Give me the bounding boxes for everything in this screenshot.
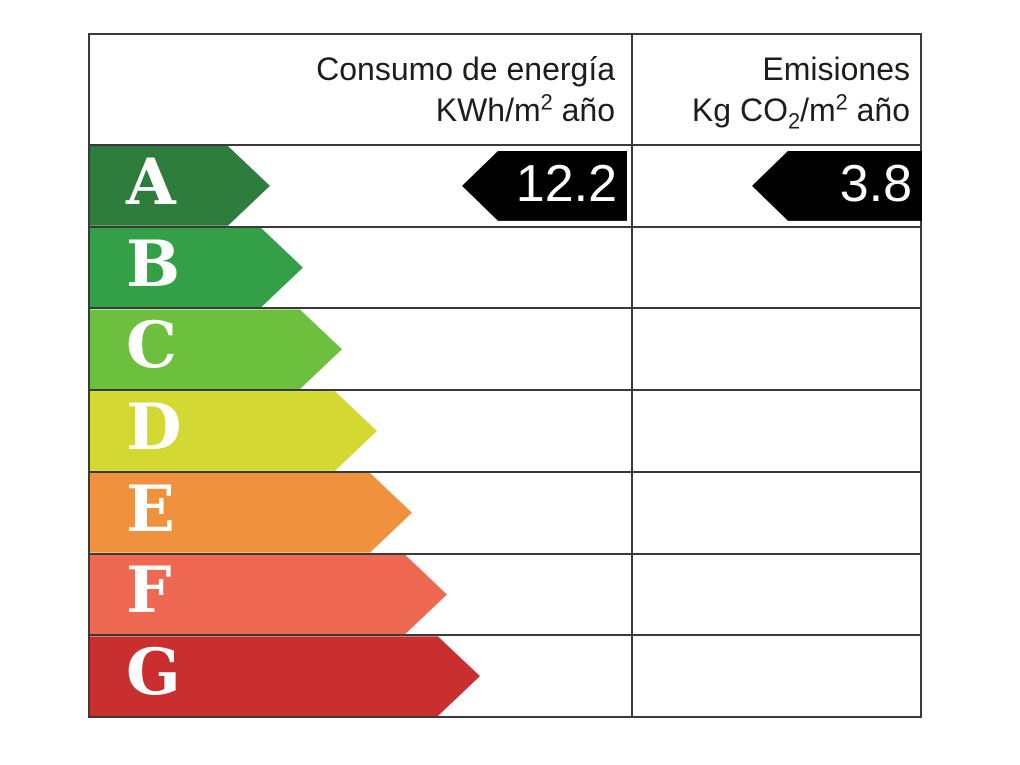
consumption-title: Consumo de energía	[316, 50, 615, 87]
rating-letter: E	[126, 471, 175, 547]
emissions-value: 3.8	[839, 154, 912, 213]
emissions-title: Emisiones	[762, 50, 910, 87]
emissions-cell	[633, 473, 920, 553]
consumption-value: 12.2	[515, 154, 617, 213]
rating-table: Consumo de energía KWh/m2 año Emisiones …	[88, 33, 922, 718]
emissions-value-arrow: 3.8	[752, 150, 922, 221]
emissions-cell	[633, 309, 920, 389]
rating-letter: D	[126, 390, 182, 466]
rating-letter: G	[126, 635, 181, 711]
rating-letter: B	[126, 226, 181, 302]
consumption-cell: G	[90, 636, 633, 717]
consumption-unit: KWh/m2 año	[435, 88, 615, 128]
consumption-cell: E	[90, 472, 633, 553]
rating-letter: F	[126, 553, 172, 629]
emissions-header: Emisiones Kg CO2/m2 año	[633, 35, 920, 144]
rating-row: F	[90, 554, 920, 637]
rating-band-arrow: A	[90, 146, 270, 226]
rating-row: B	[90, 227, 920, 310]
emissions-cell	[633, 391, 920, 471]
rating-row: A 12.2 3.8	[90, 146, 922, 228]
consumption-value-arrow: 12.2	[462, 150, 627, 221]
emissions-cell	[633, 555, 920, 635]
rating-letter: A	[126, 144, 176, 220]
emissions-cell	[633, 636, 920, 716]
rating-row: E	[90, 472, 920, 555]
emissions-unit: Kg CO2/m2 año	[691, 88, 910, 133]
emissions-cell	[633, 228, 920, 308]
rating-band-arrow: F	[90, 555, 447, 635]
consumption-cell: C	[90, 309, 633, 390]
rating-row: D	[90, 391, 920, 473]
rating-row: G	[90, 636, 920, 717]
rating-band-arrow: B	[90, 228, 303, 308]
rating-letter: C	[126, 308, 177, 384]
rating-band-arrow: G	[90, 636, 480, 716]
consumption-cell: A 12.2	[90, 146, 633, 226]
consumption-cell: B	[90, 227, 633, 308]
consumption-header: Consumo de energía KWh/m2 año	[90, 35, 633, 144]
emissions-cell: 3.8	[633, 146, 922, 226]
consumption-cell: D	[90, 391, 633, 471]
rating-rows: A 12.2 3.8 B C	[90, 146, 922, 717]
table-header: Consumo de energía KWh/m2 año Emisiones …	[90, 35, 920, 146]
rating-band-arrow: E	[90, 473, 412, 553]
rating-band-arrow: C	[90, 309, 342, 389]
rating-row: C	[90, 309, 920, 392]
rating-band-arrow: D	[90, 391, 377, 471]
consumption-cell: F	[90, 554, 633, 635]
